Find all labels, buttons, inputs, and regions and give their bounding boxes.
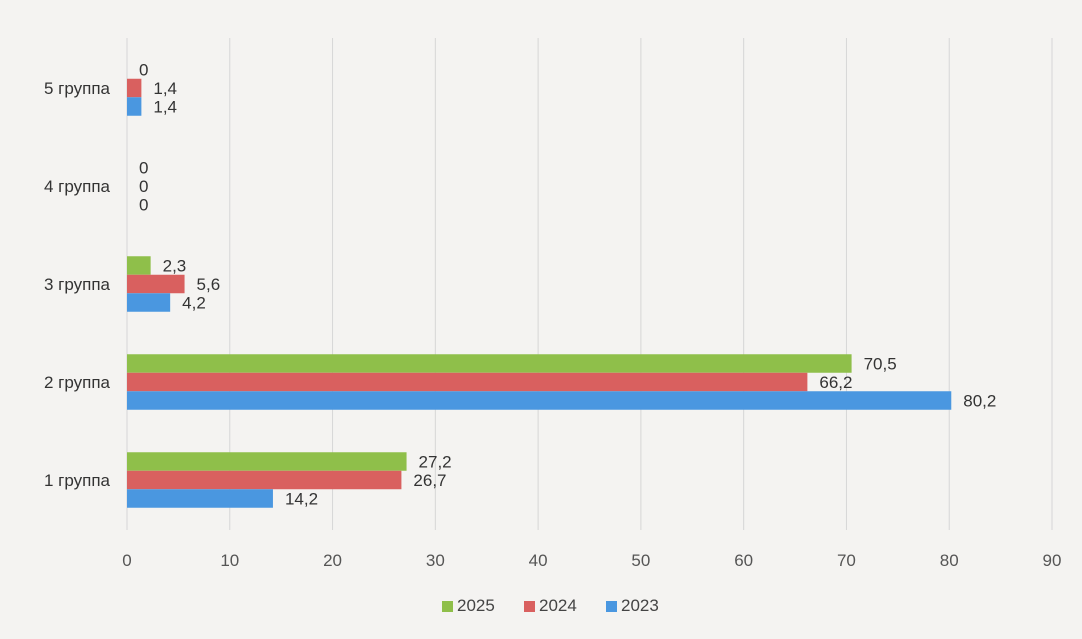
legend-label: 2023 xyxy=(621,596,659,615)
x-tick-label: 0 xyxy=(122,551,131,570)
legend-swatch-2025 xyxy=(442,601,453,612)
data-label: 14,2 xyxy=(285,490,318,509)
bar-2024-3 xyxy=(127,274,185,294)
bar-2023-2 xyxy=(127,391,952,410)
legend-swatch-2024 xyxy=(524,601,535,612)
bar-2024-2 xyxy=(127,372,808,392)
data-label: 1,4 xyxy=(153,98,177,117)
x-tick-label: 10 xyxy=(220,551,239,570)
bars xyxy=(127,78,952,508)
data-label: 26,7 xyxy=(413,471,446,490)
x-tick-label: 80 xyxy=(940,551,959,570)
x-tick-label: 70 xyxy=(837,551,856,570)
category-label: 2 группа xyxy=(44,373,111,392)
data-label: 66,2 xyxy=(819,373,852,392)
data-label: 80,2 xyxy=(963,392,996,411)
data-label: 4,2 xyxy=(182,294,206,313)
x-tick-label: 90 xyxy=(1043,551,1062,570)
bar-2025-2 xyxy=(127,354,852,373)
data-label: 0 xyxy=(139,196,148,215)
x-tick-label: 60 xyxy=(734,551,753,570)
x-tick-label: 20 xyxy=(323,551,342,570)
x-tick-label: 40 xyxy=(529,551,548,570)
bar-2023-5 xyxy=(127,97,142,116)
x-tick-labels: 0 10 20 30 40 50 60 70 80 90 xyxy=(122,551,1061,570)
legend-label: 2024 xyxy=(539,596,577,615)
bar-2025-3 xyxy=(127,256,151,275)
data-label: 0 xyxy=(139,159,148,178)
category-label: 5 группа xyxy=(44,79,111,98)
data-label: 70,5 xyxy=(864,355,897,374)
data-label: 2,3 xyxy=(163,257,187,276)
legend-label: 2025 xyxy=(457,596,495,615)
category-label: 3 группа xyxy=(44,275,111,294)
data-label: 0 xyxy=(139,177,148,196)
x-tick-label: 30 xyxy=(426,551,445,570)
category-label: 1 группа xyxy=(44,471,111,490)
bar-2023-3 xyxy=(127,293,171,312)
bar-2023-1 xyxy=(127,489,273,508)
legend: 2025 2024 2023 xyxy=(442,596,659,615)
data-label: 5,6 xyxy=(197,275,221,294)
x-tick-label: 50 xyxy=(631,551,650,570)
bar-2024-1 xyxy=(127,470,402,490)
bar-2025-1 xyxy=(127,452,407,471)
category-labels: 1 группа 2 группа 3 группа 4 группа 5 группа xyxy=(44,79,111,490)
data-label: 1,4 xyxy=(153,79,177,98)
data-label: 27,2 xyxy=(419,453,452,472)
bar-2024-5 xyxy=(127,78,142,98)
data-labels: 27,226,714,270,566,280,22,35,64,200001,4… xyxy=(139,61,996,509)
legend-swatch-2023 xyxy=(606,601,617,612)
gridlines xyxy=(126,38,1053,530)
category-label: 4 группа xyxy=(44,177,111,196)
data-label: 0 xyxy=(139,61,148,80)
